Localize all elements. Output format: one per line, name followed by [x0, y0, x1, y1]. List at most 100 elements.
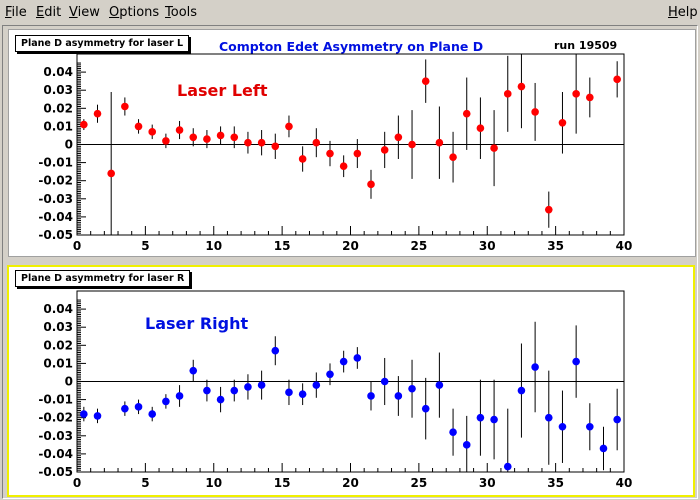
left-data-point	[271, 133, 280, 159]
right-data-point	[558, 390, 567, 463]
root-canvas[interactable]: 0 5 10 15 20 25 30 35 40 0.04 0.03 0.02 0.01 0 -0.01 -0…	[2, 25, 698, 499]
right-marker	[121, 404, 129, 413]
left-x-tick-label: 40	[616, 239, 633, 253]
left-marker	[408, 140, 416, 149]
right-x-tick-label: 40	[616, 476, 633, 490]
right-marker	[203, 386, 211, 395]
left-data-point	[613, 61, 621, 98]
left-marker	[380, 146, 389, 154]
left-x-tick-label: 15	[274, 239, 291, 253]
left-data-point	[449, 131, 457, 183]
left-marker	[230, 133, 239, 142]
right-marker	[326, 370, 334, 379]
right-data-point	[326, 363, 334, 386]
right-marker	[298, 390, 307, 398]
left-marker	[558, 118, 567, 127]
right-marker	[367, 392, 375, 400]
left-marker	[394, 133, 403, 142]
plot-laser-left: 0 5 10 15 20 25 30 35 40 0.04 0.03 0.02 0.01 0 -0.01 -0…	[38, 53, 633, 253]
left-data-point	[558, 92, 567, 154]
menu-file[interactable]: File	[5, 5, 27, 20]
right-marker	[380, 377, 389, 386]
pad-laser-right[interactable]: 0 5 10 15 20 25 30 35 40 0.04 0.03 0.02 0.01 0 -0.01 -0…	[7, 265, 695, 497]
right-marker	[421, 404, 430, 413]
left-data-point	[435, 106, 444, 179]
left-y-tick-label: 0.04	[43, 65, 73, 79]
right-marker	[134, 403, 143, 411]
left-marker	[298, 155, 307, 163]
pad-title-laser-r: Plane D asymmetry for laser R	[15, 270, 191, 287]
right-data-point	[244, 374, 252, 400]
left-data-point	[107, 92, 115, 235]
left-data-point	[339, 155, 348, 178]
right-marker	[175, 392, 184, 400]
main-title: Compton Edet Asymmetry on Plane D	[219, 39, 484, 54]
left-data-point	[476, 97, 485, 159]
left-x-tick-label: 35	[547, 239, 564, 253]
right-x-tick-label: 15	[274, 476, 291, 490]
right-marker	[544, 413, 553, 422]
left-marker	[189, 133, 198, 142]
left-marker	[244, 138, 252, 147]
left-y-tick-label: -0.03	[38, 192, 73, 206]
right-y-tick-label: -0.01	[38, 393, 73, 407]
right-data-point	[517, 343, 526, 438]
right-marker	[285, 388, 293, 397]
left-y-tick-label: -0.01	[38, 156, 73, 170]
menu-tools[interactable]: Tools	[165, 5, 198, 20]
left-marker	[107, 169, 115, 178]
left-data-point	[586, 77, 594, 118]
left-marker	[134, 122, 143, 131]
left-data-point	[490, 110, 498, 187]
left-marker	[572, 90, 580, 98]
left-data-point	[134, 119, 143, 134]
left-data-point	[503, 55, 512, 132]
left-marker	[421, 77, 430, 85]
menu-options[interactable]: Options	[109, 5, 160, 20]
left-marker	[517, 82, 526, 91]
left-y-tick-label: -0.05	[38, 228, 73, 242]
right-marker	[517, 386, 526, 395]
menu-edit[interactable]: Edit	[36, 5, 62, 20]
right-data-point	[462, 415, 471, 472]
laser-left-label: Laser Left	[177, 81, 268, 100]
right-marker	[353, 354, 362, 362]
right-data-point	[121, 401, 129, 416]
menu-view[interactable]: View	[69, 5, 100, 20]
right-data-point	[257, 370, 266, 400]
right-data-point	[339, 350, 348, 373]
right-marker	[244, 383, 252, 391]
right-data-point	[216, 386, 225, 413]
menu-help[interactable]: Help	[668, 5, 698, 20]
pad-laser-left[interactable]: 0 5 10 15 20 25 30 35 40 0.04 0.03 0.02 0.01 0 -0.01 -0…	[8, 29, 696, 257]
right-data-point	[367, 381, 375, 411]
right-data-point	[285, 379, 293, 406]
left-data-point	[230, 126, 239, 149]
left-data-point	[408, 110, 416, 179]
right-marker	[599, 444, 608, 453]
right-y-tick-label: 0.03	[43, 320, 73, 334]
left-data-point	[531, 82, 539, 141]
right-marker	[189, 366, 198, 375]
left-marker	[312, 138, 321, 147]
left-data-point	[298, 146, 307, 172]
left-marker	[531, 108, 539, 116]
right-data-point	[175, 385, 184, 407]
left-marker	[175, 126, 184, 134]
right-marker	[339, 357, 348, 366]
left-data-point	[244, 131, 252, 154]
left-data-point	[312, 128, 321, 158]
right-x-tick-label: 25	[411, 476, 428, 490]
right-marker	[503, 462, 512, 471]
right-data-point	[531, 321, 539, 413]
right-marker	[216, 395, 225, 404]
left-y-tick-label: -0.02	[38, 174, 73, 188]
left-data-point	[93, 104, 102, 123]
left-marker	[271, 142, 280, 151]
right-data-point	[134, 399, 143, 415]
right-marker	[586, 422, 594, 431]
left-marker	[503, 90, 512, 98]
left-data-point	[572, 54, 580, 134]
left-data-point	[462, 77, 471, 150]
right-data-point	[203, 379, 211, 402]
